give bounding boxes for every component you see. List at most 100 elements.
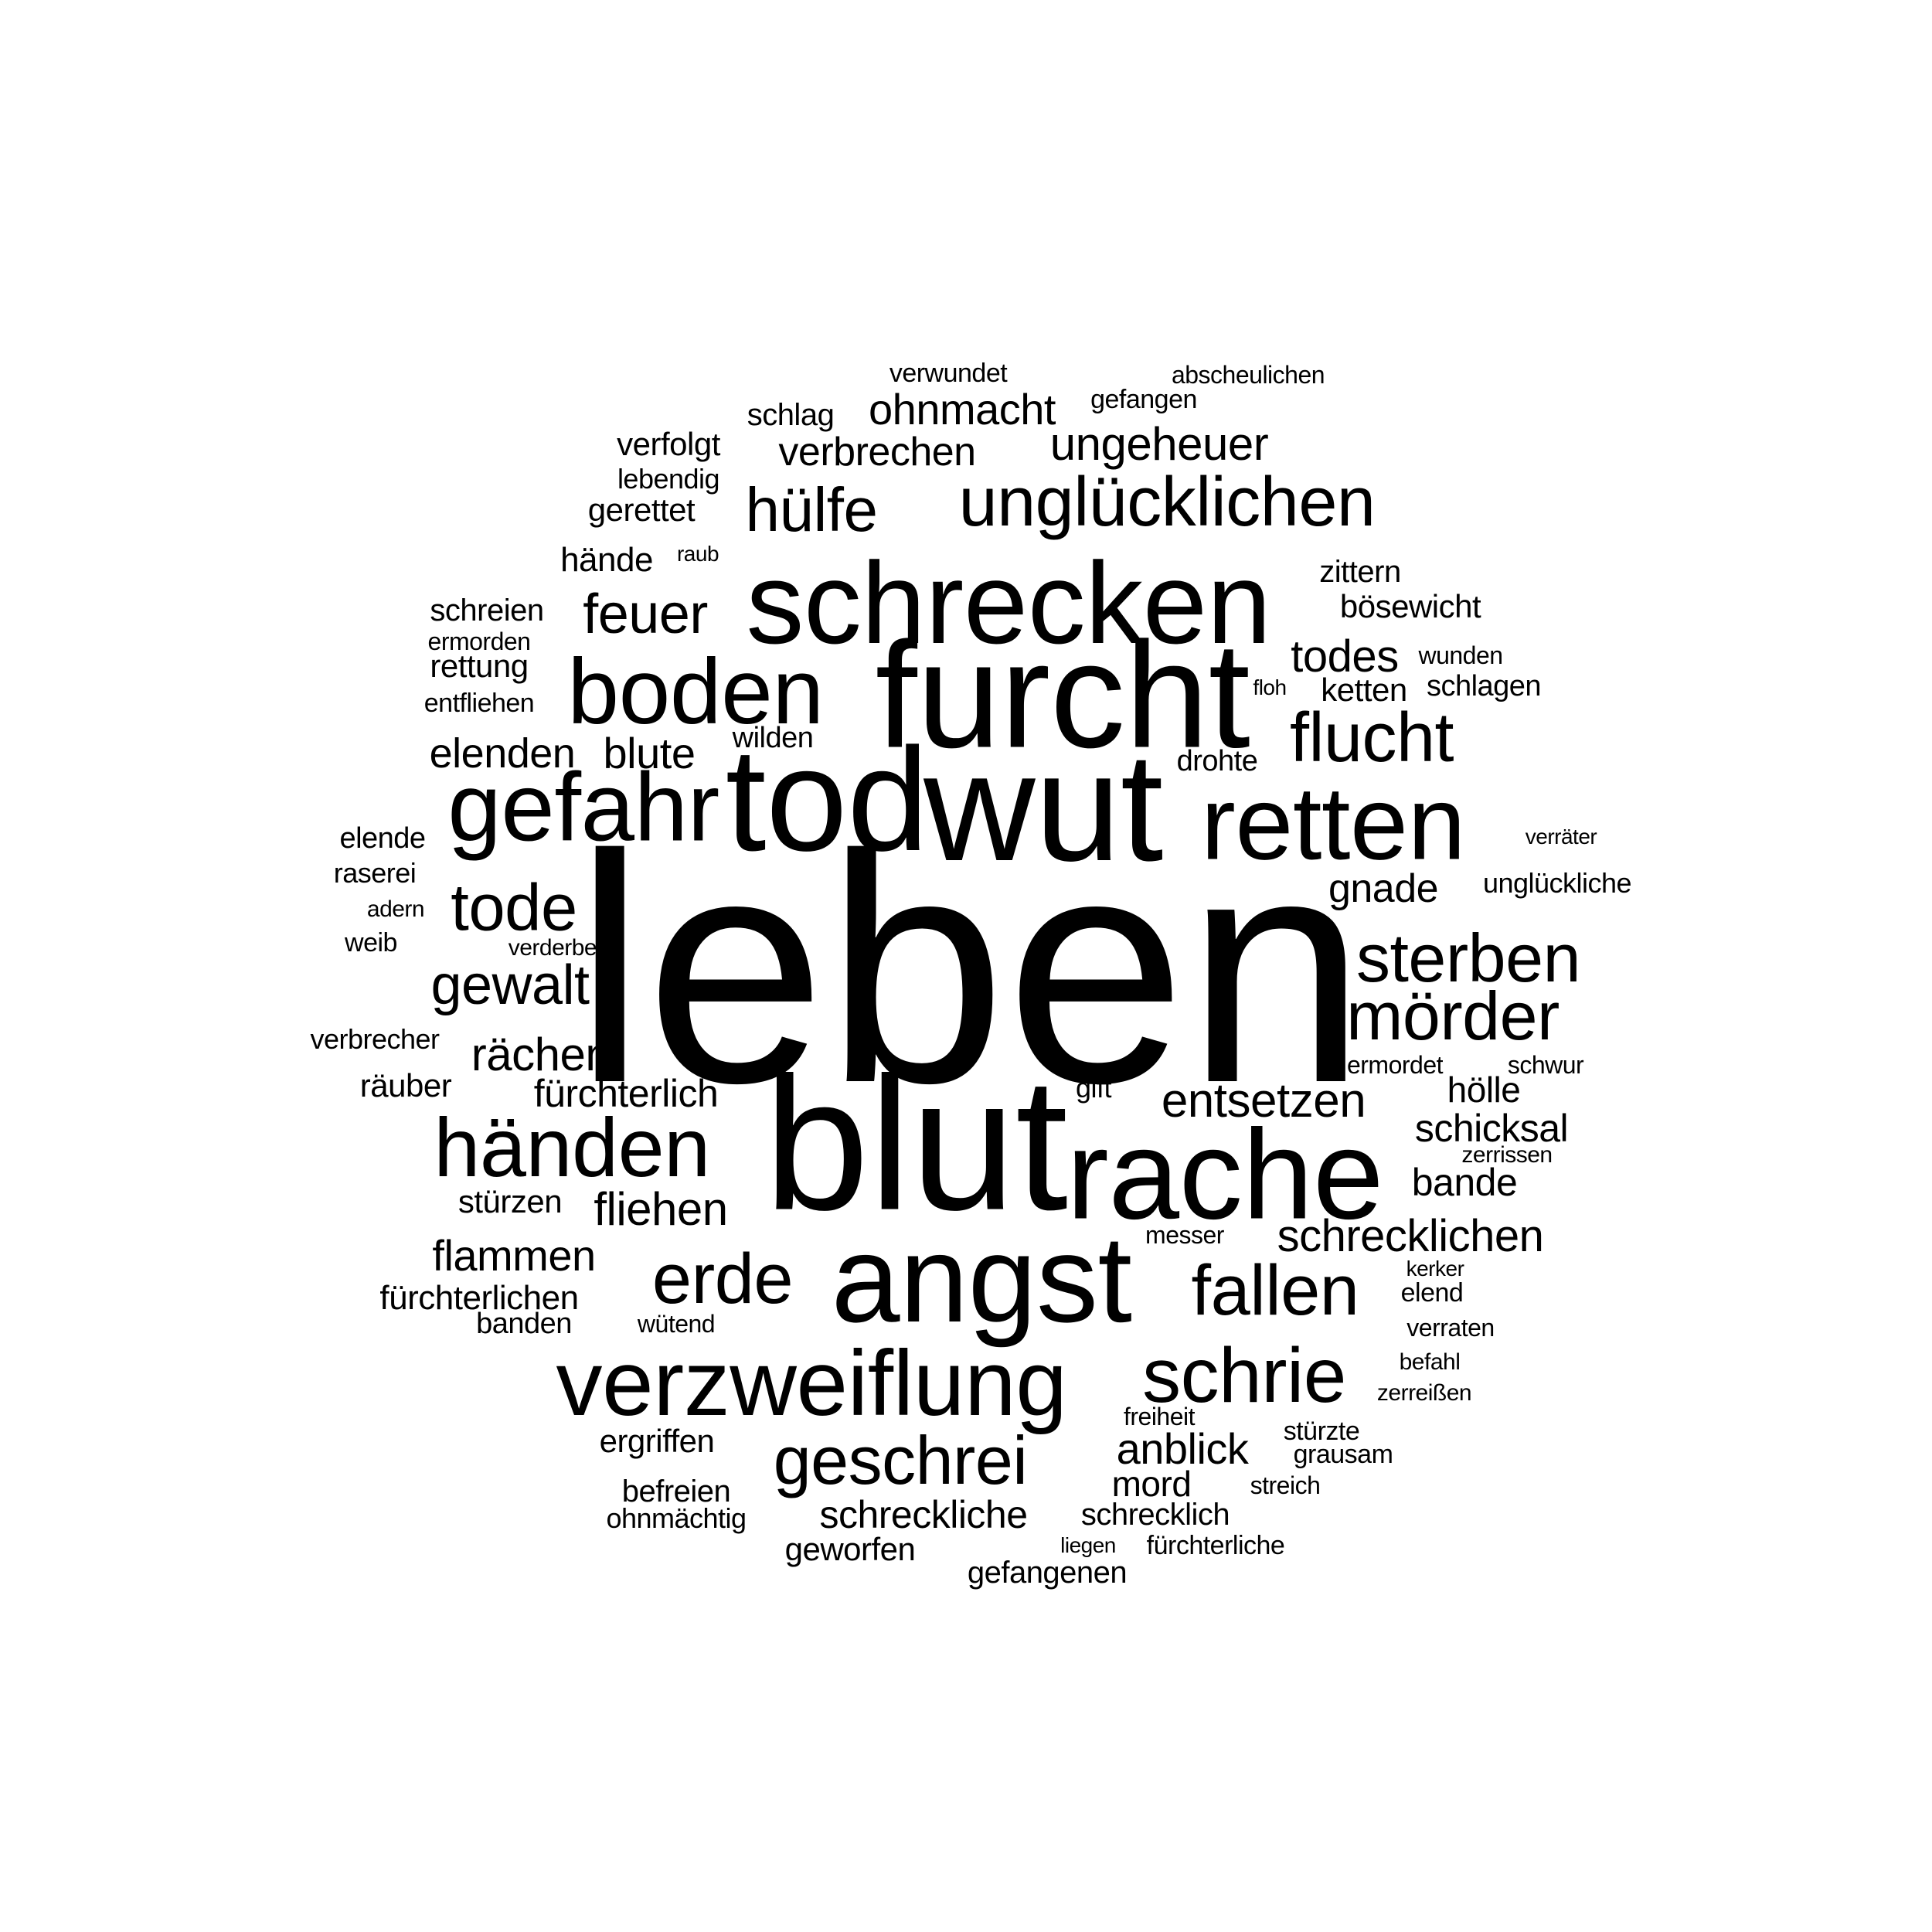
cloud-word: rächen <box>471 1029 611 1080</box>
cloud-word: verbrecher <box>310 1023 440 1055</box>
cloud-word: schreien <box>430 594 544 628</box>
cloud-word: wilden <box>732 722 814 754</box>
cloud-word: todes <box>1291 631 1399 682</box>
cloud-word: verwundet <box>889 359 1008 388</box>
cloud-word: hölle <box>1447 1070 1521 1110</box>
cloud-word: floh <box>1253 675 1287 699</box>
cloud-word: ermordet <box>1346 1051 1444 1079</box>
cloud-word: ermorden <box>427 628 531 655</box>
cloud-word: schrie <box>1142 1332 1346 1419</box>
cloud-word: raserei <box>333 857 417 889</box>
cloud-word: bösewicht <box>1339 588 1481 624</box>
cloud-word: gift <box>1075 1072 1112 1104</box>
cloud-word: rettung <box>430 648 529 684</box>
cloud-word: befreien <box>621 1475 731 1509</box>
cloud-word: sterben <box>1355 920 1581 996</box>
cloud-word: banden <box>476 1308 572 1340</box>
cloud-word: ergriffen <box>599 1423 715 1459</box>
cloud-word: mörder <box>1346 978 1560 1054</box>
cloud-word: hülfe <box>745 475 878 544</box>
cloud-word: weib <box>345 928 397 957</box>
cloud-word: elenden <box>429 730 576 777</box>
cloud-word: retten <box>1200 764 1466 882</box>
cloud-word: kerker <box>1406 1257 1464 1281</box>
cloud-word: schlagen <box>1426 670 1542 702</box>
cloud-word: tode <box>451 871 577 945</box>
cloud-word: leben <box>573 788 1366 1151</box>
cloud-word: adern <box>366 896 425 922</box>
cloud-word: drohte <box>1176 745 1258 777</box>
cloud-word: zerrissen <box>1461 1142 1553 1168</box>
cloud-word: befahl <box>1399 1349 1461 1375</box>
cloud-word: bande <box>1411 1161 1518 1204</box>
cloud-word: gefahr <box>447 753 719 862</box>
cloud-word: elende <box>339 822 426 855</box>
cloud-word: fürchterliche <box>1146 1531 1285 1560</box>
cloud-word: händen <box>434 1100 710 1194</box>
cloud-word: blute <box>603 729 696 777</box>
cloud-word: schreckliche <box>819 1493 1028 1536</box>
cloud-word: liegen <box>1060 1533 1116 1557</box>
cloud-word: fürchterlich <box>533 1072 719 1115</box>
cloud-word: zittern <box>1319 555 1401 589</box>
cloud-word: verzweiflung <box>556 1332 1067 1435</box>
cloud-word: unglückliche <box>1482 867 1632 899</box>
cloud-word: flucht <box>1289 699 1454 777</box>
cloud-word: stürzen <box>457 1183 563 1219</box>
cloud-word: mord <box>1111 1464 1192 1504</box>
cloud-word: wütend <box>637 1310 716 1338</box>
cloud-word: fallen <box>1191 1251 1359 1330</box>
cloud-word: freiheit <box>1123 1403 1196 1430</box>
cloud-word: raub <box>676 542 719 566</box>
cloud-word: hände <box>560 541 653 579</box>
cloud-word: schlag <box>747 398 835 432</box>
cloud-word: ohnmächtig <box>606 1502 747 1534</box>
cloud-word: abscheulichen <box>1171 361 1325 389</box>
cloud-word: wunden <box>1418 641 1503 669</box>
cloud-word: gefangen <box>1090 385 1197 414</box>
cloud-word: unglücklichen <box>958 464 1376 541</box>
cloud-word: geschrei <box>773 1422 1028 1498</box>
cloud-word: messer <box>1145 1221 1224 1249</box>
cloud-word: grausam <box>1293 1440 1393 1469</box>
cloud-word: furcht <box>875 611 1250 780</box>
cloud-word: elend <box>1400 1278 1464 1308</box>
cloud-word: ketten <box>1321 672 1407 708</box>
cloud-word: fliehen <box>594 1183 728 1235</box>
cloud-word: entfliehen <box>423 689 535 718</box>
cloud-word: blut <box>764 1037 1068 1250</box>
cloud-word: anblick <box>1116 1424 1249 1473</box>
cloud-word: gnade <box>1328 866 1439 911</box>
cloud-word: schrecken <box>746 538 1271 668</box>
cloud-word: verraten <box>1406 1314 1495 1342</box>
cloud-word: boden <box>567 640 824 743</box>
cloud-word: verbrechen <box>778 430 976 474</box>
cloud-word: verräter <box>1525 825 1597 849</box>
cloud-word: tod <box>725 718 929 882</box>
cloud-word: zerreißen <box>1376 1380 1472 1406</box>
cloud-word: streich <box>1250 1471 1321 1499</box>
cloud-word: entsetzen <box>1161 1074 1366 1128</box>
cloud-word: stürzte <box>1283 1417 1360 1446</box>
cloud-word: feuer <box>583 583 708 645</box>
cloud-word: ohnmacht <box>869 385 1056 434</box>
cloud-word: rache <box>1066 1103 1384 1246</box>
cloud-word: schicksal <box>1414 1107 1569 1150</box>
cloud-word: schrecklichen <box>1277 1211 1544 1261</box>
cloud-word: ungeheuer <box>1049 418 1269 470</box>
cloud-word: geworfen <box>784 1531 916 1567</box>
cloud-word: gerettet <box>587 492 696 528</box>
cloud-word: räuber <box>359 1067 452 1104</box>
cloud-word: gewalt <box>430 954 590 1016</box>
cloud-word: flammen <box>432 1231 596 1280</box>
cloud-word: fürchterlichen <box>379 1279 579 1317</box>
cloud-word: lebendig <box>617 463 720 495</box>
cloud-word: angst <box>831 1209 1132 1348</box>
cloud-word: schrecklich <box>1080 1498 1230 1532</box>
cloud-word: erde <box>651 1240 794 1318</box>
cloud-word: verfolgt <box>617 426 720 462</box>
cloud-word: wut <box>923 721 1163 893</box>
cloud-word: gefangenen <box>967 1556 1128 1590</box>
cloud-word: verderben <box>508 935 610 961</box>
